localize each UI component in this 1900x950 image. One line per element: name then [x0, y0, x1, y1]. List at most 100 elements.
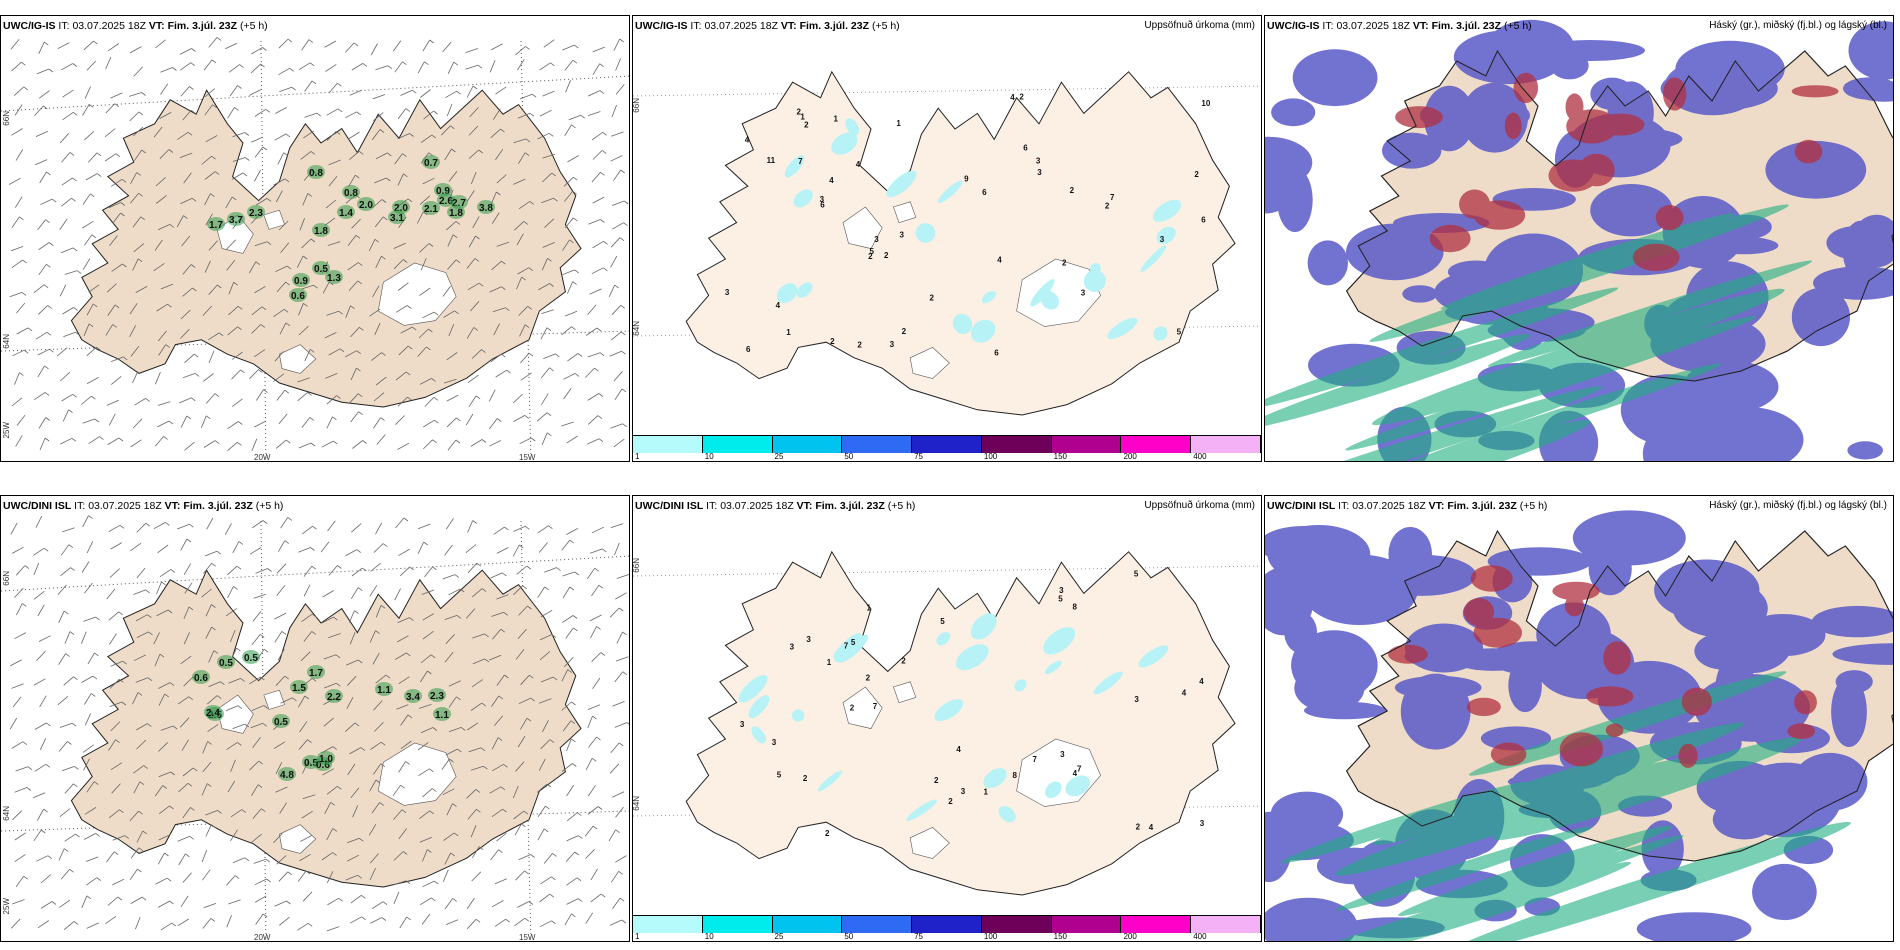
lon-label-20: 20W [254, 453, 271, 462]
precip-value-label: 1 [834, 115, 839, 124]
legend-swatch [842, 436, 913, 453]
precip-value-label: 7 [1033, 755, 1038, 764]
lon-label-25: 25W [2, 422, 11, 439]
wind-speed-label: 2.0 [394, 203, 408, 214]
precip-value-label: 8 [1073, 603, 1078, 612]
glacier [893, 681, 917, 703]
wind-barbs [9, 515, 629, 932]
glacier [1016, 258, 1101, 327]
precip-value-label: 3 [1059, 586, 1064, 595]
precip-value-label: 4 [1073, 769, 1078, 778]
wind-speed-label: 1.8 [314, 226, 328, 237]
cloud-map [1265, 16, 1893, 461]
wind-speed-label: 1.8 [449, 208, 463, 219]
legend-swatch [702, 436, 773, 453]
low-cloud [1265, 510, 1893, 941]
wind-speed-label: 1.5 [292, 683, 306, 694]
cloud-panel-top: UWC/IG-IS IT: 03.07.2025 18Z VT: Fim. 3.… [1264, 15, 1894, 462]
lon-label-20: 20W [254, 933, 271, 942]
precip-value-label: 5 [1134, 569, 1139, 578]
iceland-land [685, 550, 1236, 896]
lon-label-25: 25W [2, 898, 11, 915]
wind-speed-label: 2.3 [430, 691, 444, 702]
wind-speed-label: 0.6 [194, 673, 208, 684]
wind-panel-bottom: UWC/DINI ISL IT: 03.07.2025 18Z VT: Fim.… [0, 495, 630, 942]
precip-value-label: 5 [851, 638, 856, 647]
precip-value-label: 2 [804, 120, 809, 129]
precip-value-label: 6 [746, 345, 751, 354]
legend-swatch [1191, 916, 1261, 933]
wind-speed-label: 0.9 [436, 186, 450, 197]
precip-value-label: 3 [961, 787, 966, 796]
precip-value-label: 2 [830, 337, 835, 346]
legend-swatch [772, 436, 843, 453]
lat-label-64: 64N [2, 806, 11, 821]
precip-value-label: 6 [1023, 144, 1028, 153]
lon-label-15: 15W [519, 933, 536, 942]
legend-tick: 75 [914, 932, 924, 941]
wind-speed-label: 1.7 [309, 668, 323, 679]
precip-value-label: 2 [803, 774, 808, 783]
precip-value-label: 2 [902, 327, 907, 336]
precip-value-label: 9 [964, 174, 969, 183]
lat-label-66: 66N [632, 558, 641, 573]
precip-legend: 1 10 25 50 75 100 150 200 400 [633, 915, 1261, 941]
precip-value-label: 4 [829, 176, 834, 185]
precip-value-label: 5 [1058, 595, 1063, 604]
precip-map: 2931432223716444262345674213652101133622… [633, 70, 1261, 416]
legend-swatch [1121, 436, 1192, 453]
glacier [279, 344, 317, 374]
precip-title: Uppsöfnuð úrkoma (mm) [1144, 500, 1255, 511]
cloud-map [1265, 496, 1893, 941]
iceland-land [70, 89, 582, 408]
precip-value-label: 5 [940, 617, 945, 626]
wind-speed-label: 1.0 [319, 754, 333, 765]
precip-value-label: 6 [1201, 216, 1206, 225]
legend-tick: 25 [774, 452, 784, 461]
legend-tick: 1 [635, 452, 640, 461]
precip-value-label: 2 [850, 703, 855, 712]
precip-value-label: 4 [1149, 823, 1154, 832]
wind-speed-label: 3.1 [390, 213, 404, 224]
precip-title: Uppsöfnuð úrkoma (mm) [1144, 20, 1255, 31]
precip-value-label: 3 [900, 230, 905, 239]
precip-value-label: 3 [820, 195, 825, 204]
wind-speed-label: 1.4 [339, 208, 353, 219]
wind-speed-label: 0.5 [304, 758, 318, 769]
precip-value-label: 5 [870, 247, 875, 256]
precip-value-label: 3 [1200, 819, 1205, 828]
high-cloud [1395, 72, 1839, 272]
precip-value-label: 3 [890, 340, 895, 349]
glacier [377, 262, 457, 326]
precip-value-label: 4 [997, 256, 1002, 265]
precip-value-label: 2 [1062, 259, 1067, 268]
precip-panel-top: UWC/IG-IS IT: 03.07.2025 18Z VT: Fim. 3.… [632, 15, 1262, 462]
wind-speed-label: 0.5 [314, 264, 328, 275]
precip-value-label: 1 [984, 788, 989, 797]
legend-swatch [842, 916, 913, 933]
precip-value-label: 1 [786, 328, 791, 337]
precip-value-label: 8 [1013, 771, 1018, 780]
legend-tick: 400 [1193, 932, 1207, 941]
legend-tick: 200 [1123, 932, 1137, 941]
legend-swatch [702, 916, 773, 933]
precip-value-label: 3 [740, 720, 745, 729]
precip-value-label: 2 [868, 252, 873, 261]
legend-swatch [1051, 916, 1122, 933]
precip-value-label: 3 [874, 235, 879, 244]
wind-labels: 0.50.50.61.71.52.21.13.42.31.12.52.40.50… [192, 650, 451, 781]
wind-speed-label: 0.8 [344, 188, 358, 199]
wind-speed-label: 3.8 [479, 203, 493, 214]
wind-map: 0.80.70.82.00.92.6 2.72.11.4 2.0 3.81.81.7 3… [1, 37, 629, 461]
precip-value-label: 2 [1070, 186, 1075, 195]
cloud-panel-bottom: UWC/DINI ISL IT: 03.07.2025 18Z VT: Fim.… [1264, 495, 1894, 942]
precip-value-label: 4 [776, 301, 781, 310]
legend-tick: 1 [635, 932, 640, 941]
legend-tick: 100 [983, 452, 998, 461]
precip-value-label: 6 [820, 201, 825, 210]
wind-speed-label: 1.1 [435, 710, 449, 721]
precip-value-label: 4 [745, 136, 750, 145]
high-cloud [1388, 565, 1817, 768]
wind-speed-label: 0.6 [291, 291, 305, 302]
